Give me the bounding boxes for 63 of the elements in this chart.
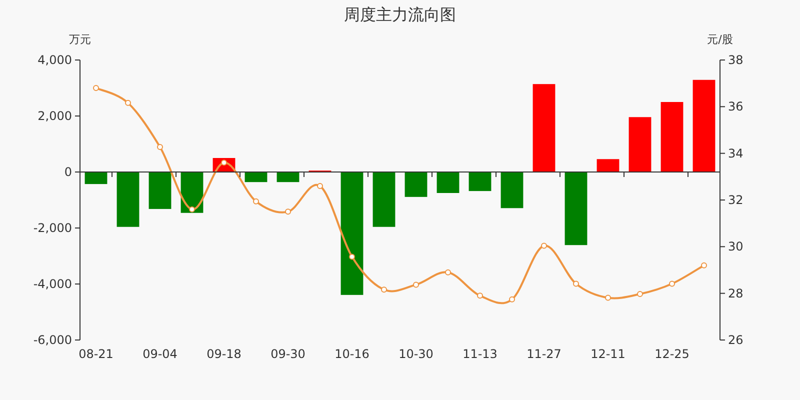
bar: [116, 172, 140, 227]
point: [253, 198, 259, 204]
point: [573, 280, 579, 287]
y2-tick-label: 30: [728, 240, 744, 254]
x-tick-label: 12-11: [590, 347, 626, 361]
bar: [372, 172, 396, 227]
y2-tick-label: 32: [728, 193, 744, 207]
y2-tick-label: 38: [728, 53, 744, 67]
point: [157, 144, 163, 150]
bar: [500, 172, 524, 208]
bar: [340, 172, 364, 295]
y-axis-title: 万元: [69, 33, 91, 46]
y-tick-label: -6,000: [33, 333, 72, 347]
point: [349, 254, 355, 260]
point: [637, 291, 643, 298]
point: [285, 208, 291, 215]
point: [605, 294, 611, 301]
point: [669, 280, 675, 287]
point: [701, 262, 707, 268]
point: [509, 296, 515, 302]
point: [93, 85, 99, 91]
y2-tick-label: 34: [728, 146, 744, 160]
bar: [436, 172, 460, 193]
x-tick-label: 10-16: [334, 347, 370, 361]
y-tick-label: -4,000: [33, 277, 72, 291]
bar: [84, 172, 108, 184]
y-tick-label: 0: [64, 165, 72, 179]
y2-axis-title: 元/股: [707, 33, 733, 46]
bar: [468, 172, 492, 192]
bar: [532, 84, 556, 172]
x-tick-label: 09-18: [206, 347, 242, 361]
x-tick-label: 10-30: [398, 347, 434, 361]
x-tick-label: 08-21: [78, 347, 114, 361]
y2-tick-label: 28: [728, 286, 744, 300]
bar: [148, 172, 172, 209]
point: [189, 206, 195, 212]
y-tick-label: -2,000: [33, 221, 72, 235]
y-tick-label: 2,000: [38, 109, 72, 123]
point: [125, 100, 131, 106]
point: [381, 286, 387, 293]
x-tick-label: 11-13: [462, 347, 498, 361]
bar: [564, 172, 588, 246]
x-tick-label: 11-27: [526, 347, 562, 361]
bar: [404, 172, 428, 197]
bar: [628, 117, 652, 172]
bar: [660, 102, 684, 172]
bar: [596, 159, 620, 172]
bar: [276, 172, 300, 182]
x-tick-label: 09-04: [142, 347, 178, 361]
y2-tick-label: 36: [728, 100, 744, 114]
chart-title: 周度主力流向图: [344, 5, 456, 24]
y2-tick-label: 26: [728, 333, 744, 347]
y-tick-label: 4,000: [38, 53, 72, 67]
bar: [180, 172, 204, 213]
bar: [692, 80, 716, 172]
x-tick-label: 09-30: [270, 347, 306, 361]
point: [541, 242, 547, 249]
point: [477, 292, 483, 299]
point: [413, 282, 419, 288]
bar: [244, 172, 268, 182]
x-tick-label: 12-25: [654, 347, 690, 361]
point: [445, 269, 451, 276]
point: [317, 183, 323, 189]
